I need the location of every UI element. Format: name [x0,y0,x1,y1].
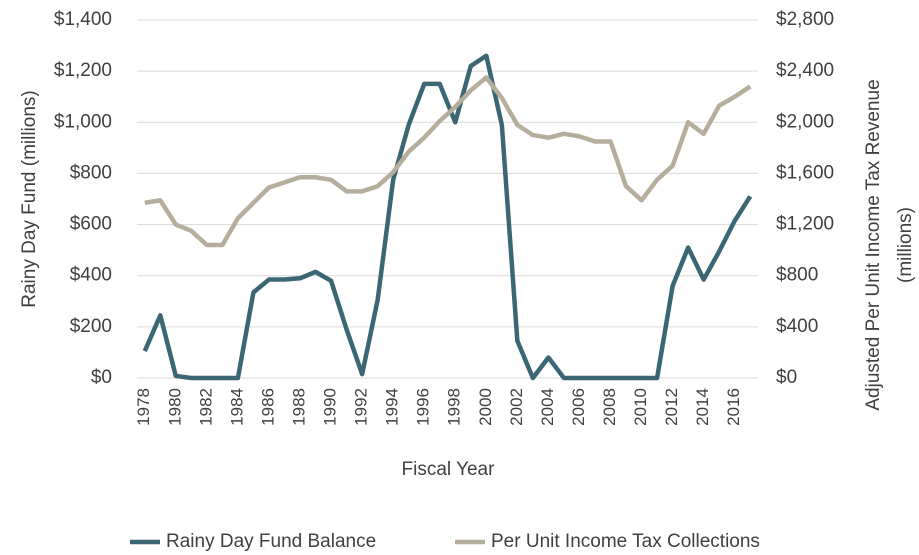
y2-tick-label: $2,000 [776,111,834,132]
x-tick-label: 1990 [321,388,340,426]
x-tick-label: 2012 [662,388,681,426]
x-tick-label: 1986 [258,388,277,426]
y-tick-label: $1,200 [54,60,112,81]
x-tick-label: 2010 [631,388,650,426]
x-tick-label: 2006 [569,388,588,426]
x-tick-label: 1988 [289,388,308,426]
x-tick-label: 1984 [227,388,246,426]
y-tick-label: $600 [70,214,112,235]
y-tick-label: $400 [70,265,112,286]
y-tick-label: $200 [70,316,112,337]
x-tick-label: 1996 [414,388,433,426]
x-tick-label: 1998 [445,388,464,426]
y-tick-label: $1,400 [54,9,112,30]
y-tick-label: $1,000 [54,111,112,132]
y2-tick-label: $2,800 [776,9,834,30]
legend-label: Rainy Day Fund Balance [166,531,376,552]
x-tick-label: 2002 [507,388,526,426]
x-tick-label: 1978 [134,388,153,426]
x-tick-label: 1982 [196,388,215,426]
legend-label: Per Unit Income Tax Collections [491,531,760,552]
series-line [144,75,752,248]
y2-axis-title: Adjusted Per Unit Income Tax Revenue [863,79,884,410]
y2-tick-label: $400 [776,316,818,337]
x-tick-label: 1994 [383,388,402,426]
y-axis-title: Rainy Day Fund (millions) [19,90,40,308]
x-tick-label: 1980 [165,388,184,426]
y2-tick-label: $800 [776,265,818,286]
x-tick-label: 2016 [724,388,743,426]
y-tick-label: $800 [70,162,112,183]
y2-tick-label: $0 [776,367,797,388]
y2-axis-title: (millions) [895,207,916,283]
x-tick-label: 2008 [600,388,619,426]
y2-tick-label: $2,400 [776,60,834,81]
x-tick-label: 2014 [693,388,712,426]
x-tick-label: 2004 [538,388,557,426]
y-tick-label: $0 [91,367,112,388]
y2-tick-label: $1,600 [776,162,834,183]
x-tick-label: 1992 [352,388,371,426]
x-axis-title: Fiscal Year [402,459,496,480]
series-line [142,53,753,381]
x-tick-label: 2000 [476,388,495,426]
y2-tick-label: $1,200 [776,214,834,235]
